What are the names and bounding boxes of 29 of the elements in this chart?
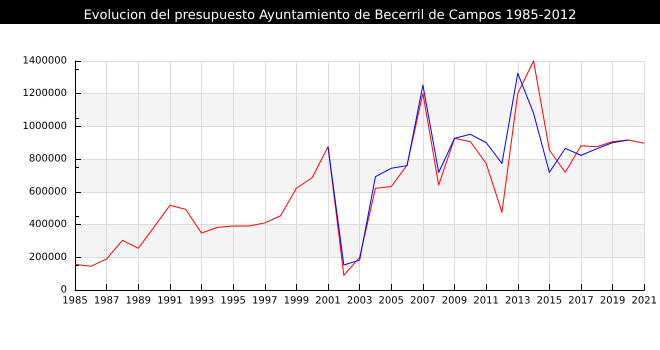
y-tick-label: 600000	[28, 186, 67, 198]
x-tick-label: 1997	[252, 296, 278, 306]
x-tick-label: 1993	[188, 296, 214, 306]
x-tick-label: 1985	[62, 296, 88, 306]
x-tick-label: 2017	[568, 296, 594, 306]
x-tick-label: 1999	[284, 296, 310, 306]
x-tick-label: 2005	[378, 296, 404, 306]
chart-title: Evolucion del presupuesto Ayuntamiento de Becerril de Campos 1985-2012	[84, 8, 576, 23]
x-tick-label: 1995	[220, 296, 246, 306]
line-series	[328, 72, 629, 266]
y-tick-label: 1000000	[22, 120, 67, 132]
x-tick-label: 1991	[157, 296, 183, 306]
x-tick-label: 1987	[94, 296, 120, 306]
x-tick-label: 1989	[126, 296, 151, 306]
x-tick-label: 2009	[442, 296, 468, 306]
x-tick-label: 2019	[600, 296, 626, 306]
x-tick-label: 2013	[505, 296, 530, 306]
y-tick-label: 400000	[28, 219, 67, 230]
x-tick-label: 2001	[315, 296, 341, 306]
x-tick-label: 2007	[410, 296, 436, 306]
x-tick-label: 2015	[536, 296, 562, 306]
y-tick-label: 1200000	[22, 88, 67, 100]
y-tick-label: 0	[60, 284, 67, 296]
y-tick-label: 200000	[28, 252, 67, 263]
y-tick-label: 1400000	[22, 56, 67, 66]
x-tick-label: 2011	[473, 296, 499, 306]
x-tick-label: 2021	[632, 296, 657, 306]
x-tick-label: 2003	[346, 296, 372, 306]
y-tick-label: 800000	[28, 154, 67, 165]
